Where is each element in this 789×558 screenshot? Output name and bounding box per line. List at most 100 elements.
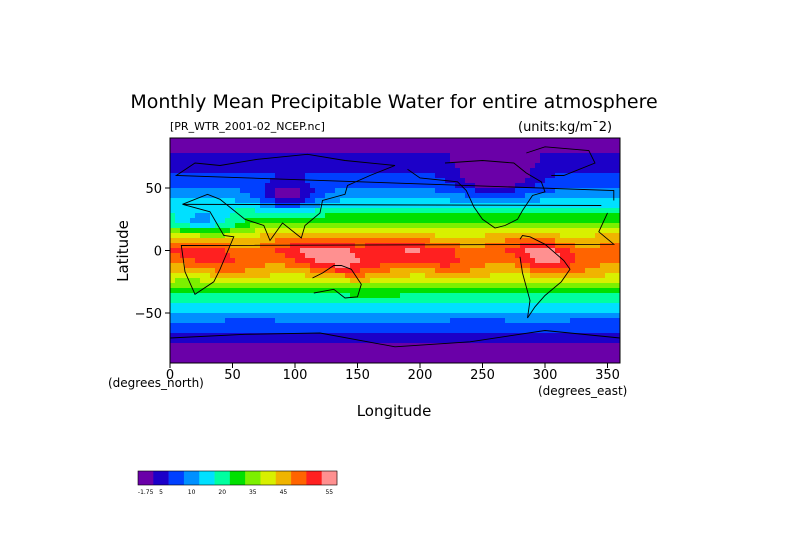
field-cell <box>310 223 316 229</box>
field-cell <box>485 228 491 234</box>
field-cell <box>550 198 556 204</box>
field-cell <box>475 238 481 244</box>
field-cell <box>335 183 341 189</box>
field-cell <box>580 353 586 359</box>
field-cell <box>390 178 396 184</box>
field-cell <box>415 213 421 219</box>
field-cell <box>600 293 606 299</box>
field-cell <box>355 338 361 344</box>
field-cell <box>410 148 416 154</box>
field-cell <box>370 168 376 174</box>
field-cell <box>585 328 591 334</box>
field-cell <box>260 168 266 174</box>
field-cell <box>240 143 246 149</box>
field-cell <box>265 223 271 229</box>
field-cell <box>475 193 481 199</box>
field-cell <box>610 338 616 344</box>
field-cell <box>280 148 286 154</box>
field-cell <box>265 218 271 224</box>
field-cell <box>480 318 486 324</box>
field-cell <box>290 203 296 209</box>
field-cell <box>200 253 206 259</box>
field-cell <box>565 208 571 214</box>
field-cell <box>575 278 581 284</box>
field-cell <box>285 203 291 209</box>
field-cell <box>440 313 446 319</box>
field-cell <box>185 298 191 304</box>
field-cell <box>195 203 201 209</box>
field-cell <box>410 303 416 309</box>
field-cell <box>375 348 381 354</box>
field-cell <box>195 308 201 314</box>
field-cell <box>440 253 446 259</box>
field-cell <box>180 248 186 254</box>
field-cell <box>190 153 196 159</box>
field-cell <box>245 293 251 299</box>
field-cell <box>450 238 456 244</box>
field-cell <box>225 213 231 219</box>
field-cell <box>405 188 411 194</box>
field-cell <box>595 233 601 239</box>
field-cell <box>380 303 386 309</box>
field-cell <box>310 163 316 169</box>
field-cell <box>570 283 576 289</box>
field-cell <box>605 223 611 229</box>
field-cell <box>595 343 601 349</box>
field-cell <box>370 218 376 224</box>
field-cell <box>320 348 326 354</box>
field-cell <box>410 253 416 259</box>
field-cell <box>300 253 306 259</box>
field-cell <box>245 258 251 264</box>
field-cell <box>330 143 336 149</box>
field-cell <box>515 148 521 154</box>
field-cell <box>365 343 371 349</box>
field-cell <box>505 243 511 249</box>
field-cell <box>585 313 591 319</box>
field-cell <box>555 183 561 189</box>
field-cell <box>515 188 521 194</box>
field-cell <box>485 353 491 359</box>
field-cell <box>320 333 326 339</box>
field-cell <box>370 348 376 354</box>
field-cell <box>450 218 456 224</box>
field-cell <box>360 248 366 254</box>
field-cell <box>445 173 451 179</box>
field-cell <box>455 213 461 219</box>
field-cell <box>190 278 196 284</box>
colorbar-label: 55 <box>325 489 333 496</box>
field-cell <box>185 283 191 289</box>
field-cell <box>255 238 261 244</box>
field-cell <box>350 213 356 219</box>
field-cell <box>565 223 571 229</box>
field-cell <box>215 158 221 164</box>
field-cell <box>455 333 461 339</box>
field-cell <box>495 358 501 364</box>
field-cell <box>445 193 451 199</box>
field-cell <box>495 343 501 349</box>
field-cell <box>520 303 526 309</box>
field-cell <box>370 193 376 199</box>
field-cell <box>235 278 241 284</box>
field-cell <box>260 308 266 314</box>
field-cell <box>285 233 291 239</box>
field-cell <box>450 348 456 354</box>
field-cell <box>260 248 266 254</box>
field-cell <box>455 358 461 364</box>
field-cell <box>410 153 416 159</box>
field-cell <box>215 313 221 319</box>
field-cell <box>250 258 256 264</box>
field-cell <box>250 158 256 164</box>
field-cell <box>525 223 531 229</box>
field-cell <box>510 238 516 244</box>
field-cell <box>555 328 561 334</box>
field-cell <box>260 278 266 284</box>
field-cell <box>520 328 526 334</box>
field-cell <box>315 258 321 264</box>
field-cell <box>245 273 251 279</box>
field-cell <box>410 268 416 274</box>
field-cell <box>295 248 301 254</box>
field-cell <box>460 193 466 199</box>
field-cell <box>490 163 496 169</box>
field-cell <box>560 318 566 324</box>
field-cell <box>420 183 426 189</box>
